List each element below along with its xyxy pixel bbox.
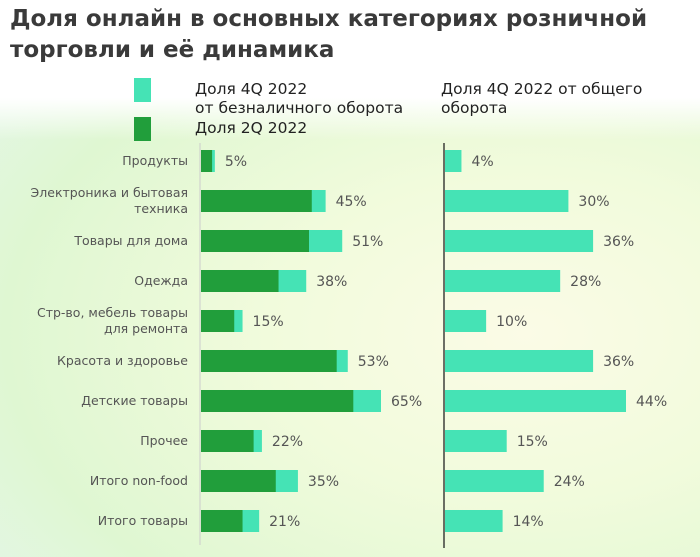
bar-2q — [201, 470, 276, 492]
bar-4q-total — [445, 390, 626, 412]
right-chart-title: Доля 4Q 2022 от общего оборота — [441, 80, 642, 118]
legend-entry-4q: Доля 4Q 2022 от безналичного оборота — [195, 80, 403, 118]
data-label-right: 28% — [570, 274, 601, 290]
data-label-right: 24% — [554, 474, 585, 490]
legend-swatch-2q — [134, 117, 151, 141]
data-label-right: 36% — [603, 234, 634, 250]
bar-4q-total — [445, 510, 503, 532]
legend-label-4q-sub: от безналичного оборота — [195, 99, 404, 117]
legend-label-4q: Доля 4Q 2022 — [195, 80, 308, 98]
data-label-right: 14% — [513, 514, 544, 530]
category-label: Прочее — [140, 433, 188, 448]
header-background — [0, 0, 700, 140]
bar-2q — [201, 390, 354, 412]
bar-2q — [201, 350, 337, 372]
bar-4q-total — [445, 230, 594, 252]
legend-swatch-4q — [134, 78, 151, 102]
data-label-right: 44% — [636, 394, 667, 410]
category-label: Товары для дома — [73, 233, 188, 248]
category-label: Итого товары — [98, 513, 188, 528]
data-label-left: 15% — [253, 314, 284, 330]
category-label: Продукты — [122, 153, 188, 168]
category-label: Детские товары — [81, 393, 188, 408]
bar-4q-total — [445, 310, 487, 332]
bar-2q — [201, 510, 243, 532]
right-title-line-2: оборота — [441, 99, 508, 117]
bar-2q — [201, 150, 213, 172]
category-label: Итого non-food — [90, 473, 188, 488]
data-label-left: 22% — [272, 434, 303, 450]
bar-2q — [201, 190, 312, 212]
category-label: Стр-во, мебель товары для ремонта — [37, 305, 188, 336]
bar-4q-total — [445, 470, 544, 492]
title-line-2: торговли и её динамика — [10, 37, 335, 63]
bar-4q-total — [445, 430, 507, 452]
category-label: Электроника и бытовая техника — [31, 185, 188, 216]
data-label-right: 15% — [517, 434, 548, 450]
chart-title: Доля онлайн в основных категориях рознич… — [10, 4, 700, 66]
data-label-right: 36% — [603, 354, 634, 370]
bar-4q-total — [445, 190, 569, 212]
title-line-1: Доля онлайн в основных категориях рознич… — [10, 6, 648, 32]
bar-2q — [201, 270, 279, 292]
bar-4q-total — [445, 150, 462, 172]
data-label-left: 21% — [269, 514, 300, 530]
data-label-right: 4% — [471, 154, 493, 170]
category-label: Одежда — [134, 273, 188, 288]
data-label-left: 53% — [358, 354, 389, 370]
bar-2q — [201, 230, 309, 252]
data-label-right: 30% — [578, 194, 609, 210]
data-label-left: 35% — [308, 474, 339, 490]
right-title-line-1: Доля 4Q 2022 от общего — [441, 80, 643, 98]
category-label: Красота и здоровье — [57, 353, 188, 368]
data-label-left: 38% — [316, 274, 347, 290]
data-label-right: 10% — [496, 314, 527, 330]
data-label-left: 45% — [336, 194, 367, 210]
bar-2q — [201, 310, 235, 332]
data-label-left: 65% — [391, 394, 422, 410]
bar-4q-total — [445, 270, 561, 292]
data-label-left: 51% — [352, 234, 383, 250]
bar-4q-total — [445, 350, 594, 372]
data-label-left: 5% — [225, 154, 247, 170]
bar-2q — [201, 430, 254, 452]
legend-entry-2q: Доля 2Q 2022 — [195, 119, 308, 137]
